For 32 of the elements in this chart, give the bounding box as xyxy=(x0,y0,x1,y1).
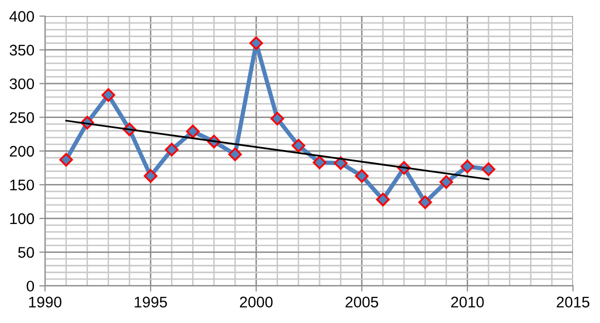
point xyxy=(228,148,242,162)
point xyxy=(460,160,474,174)
x-tick-label: 2010 xyxy=(451,296,484,308)
point xyxy=(355,169,369,183)
y-tick-label: 150 xyxy=(10,180,34,190)
y-tick-label: 350 xyxy=(10,44,34,56)
point xyxy=(312,156,326,170)
y-tick-label: 400 xyxy=(9,11,34,22)
point xyxy=(439,175,454,189)
point xyxy=(102,88,116,102)
y-tick-label: 200 xyxy=(10,146,34,157)
x-tick-label: 2005 xyxy=(346,296,378,308)
point xyxy=(59,152,73,167)
y-tick-label: 50 xyxy=(18,247,34,258)
y-tick-label: 250 xyxy=(10,112,34,123)
point xyxy=(164,142,179,156)
point xyxy=(249,36,263,50)
point xyxy=(418,195,432,210)
point xyxy=(186,124,200,138)
x-tick-label: 2015 xyxy=(556,296,590,308)
x-tick-label: 1990 xyxy=(29,296,62,308)
y-tick-label: 0 xyxy=(26,280,34,292)
y-tick-label: 300 xyxy=(10,78,34,90)
point xyxy=(292,138,306,152)
x-tick-label: 2000 xyxy=(240,296,273,308)
x-tick-label: 1995 xyxy=(134,296,167,308)
point xyxy=(144,169,158,183)
point xyxy=(270,112,284,126)
point xyxy=(376,192,390,206)
y-tick-label: 100 xyxy=(10,213,34,224)
point xyxy=(482,162,496,176)
point xyxy=(334,156,348,170)
